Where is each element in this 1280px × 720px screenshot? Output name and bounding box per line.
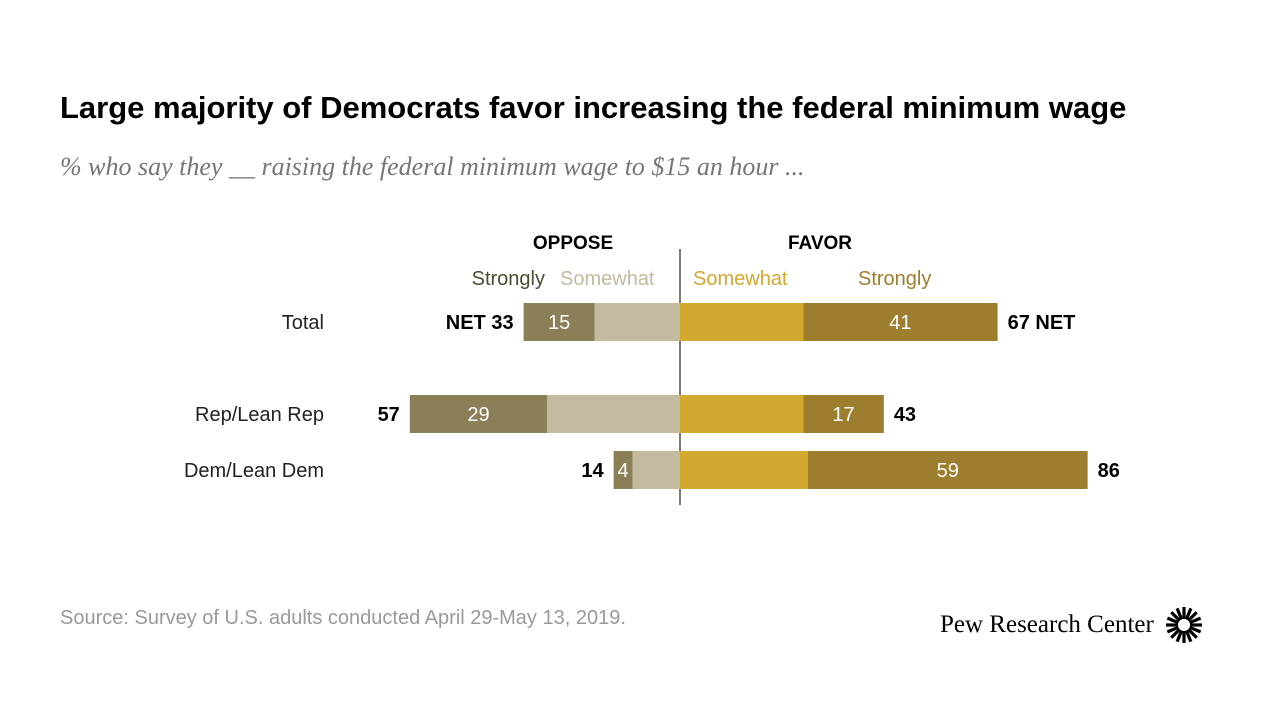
- bar-segment: [803, 303, 998, 341]
- net-favor-label: 86: [1098, 460, 1120, 482]
- logo-text: Pew Research Center: [940, 611, 1154, 638]
- net-favor-label: 43: [894, 404, 916, 426]
- net-oppose-label: 57: [378, 404, 400, 426]
- segment-value-label: 59: [937, 460, 959, 482]
- bar-segment: [680, 303, 804, 341]
- category-label: Rep/Lean Rep: [195, 404, 324, 426]
- source-note: Source: Survey of U.S. adults conducted …: [60, 607, 626, 629]
- bar-segment: [613, 451, 633, 489]
- bar-segment: [680, 451, 808, 489]
- bar-segment: [409, 395, 548, 433]
- net-oppose-label: NET 33: [446, 312, 514, 334]
- pew-logo: Pew Research Center: [940, 605, 1204, 645]
- bar-segment: [807, 451, 1088, 489]
- bar-segment: [594, 303, 680, 341]
- bar-segment: [523, 303, 595, 341]
- category-label: Total: [282, 312, 324, 334]
- net-favor-label: 67 NET: [1008, 312, 1076, 334]
- legend-label: Strongly: [858, 268, 931, 290]
- legend-label: Somewhat: [693, 268, 788, 290]
- bar-segment: [632, 451, 680, 489]
- segment-value-label: 29: [467, 404, 489, 426]
- oppose-header: OPPOSE: [533, 233, 613, 254]
- legend-label: Somewhat: [560, 268, 655, 290]
- bar-segment: [803, 395, 884, 433]
- bar-segment: [680, 395, 804, 433]
- chart-title: Large majority of Democrats favor increa…: [60, 90, 1127, 125]
- segment-value-label: 17: [832, 404, 854, 426]
- chart-svg: OPPOSE FAVOR Strongly Somewhat Somewhat Stron…: [184, 233, 1120, 505]
- chart-subtitle: % who say they __ raising the federal mi…: [60, 152, 805, 181]
- bar-segment: [547, 395, 680, 433]
- segment-value-label: 15: [548, 312, 570, 334]
- sunburst-logo-icon: [1165, 607, 1202, 643]
- category-label: Dem/Lean Dem: [184, 460, 324, 482]
- segment-value-label: 41: [889, 312, 911, 334]
- favor-header: FAVOR: [788, 233, 852, 254]
- segment-value-label: 4: [618, 460, 629, 482]
- legend-label: Strongly: [472, 268, 545, 290]
- net-oppose-label: 14: [581, 460, 604, 482]
